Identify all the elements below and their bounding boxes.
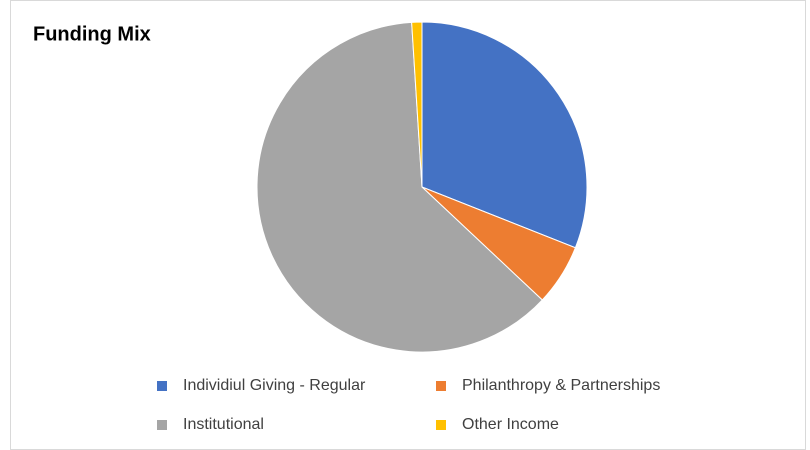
legend-label: Individiul Giving - Regular — [183, 377, 366, 394]
legend-label: Philanthropy & Partnerships — [462, 377, 660, 394]
pie-slice — [411, 21, 423, 188]
pie-slice — [256, 21, 543, 353]
legend-swatch — [436, 381, 446, 391]
legend-swatch — [157, 420, 167, 430]
legend-label: Other Income — [462, 416, 559, 433]
legend-label: Institutional — [183, 416, 264, 433]
chart-title: Funding Mix — [33, 23, 151, 45]
legend-swatch — [157, 381, 167, 391]
legend-swatch — [436, 420, 446, 430]
pie-slice — [421, 21, 588, 249]
